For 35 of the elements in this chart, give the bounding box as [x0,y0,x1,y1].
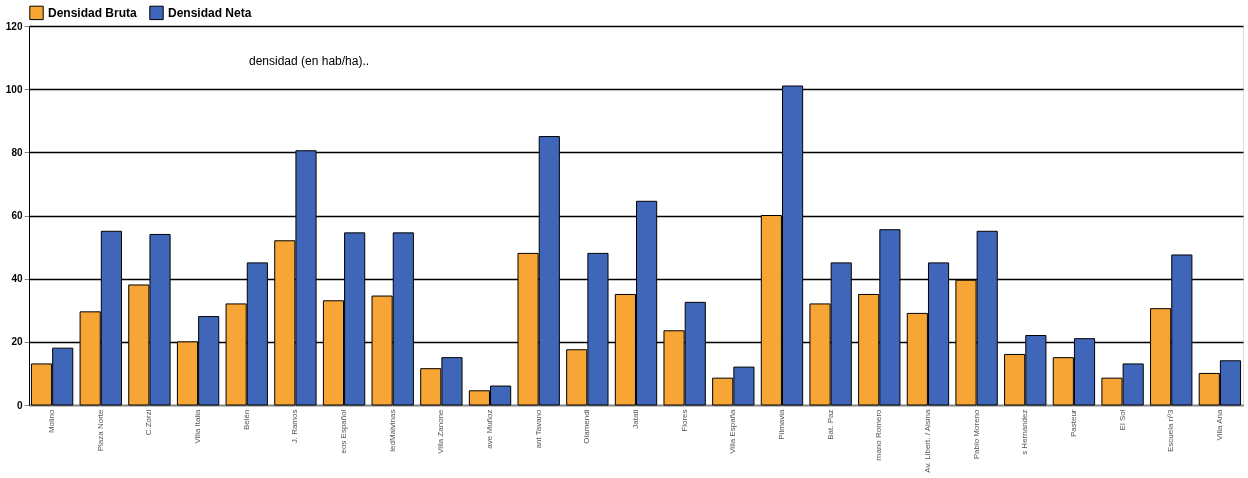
x-tick-label: Pasteur [1068,409,1078,438]
x-tick-label: Escuela nº3 [1166,408,1176,453]
x-tick-label: Villa Ana [1214,408,1224,441]
x-tick-label: Villa Zanone [436,408,446,454]
y-tick-label: 100 [5,83,23,95]
x-tick-label: Villa España [728,408,738,454]
x-tick-label: Villa Italia [193,408,203,444]
x-tick-label: Plaza Norte [95,408,105,452]
x-tick-label: rnano Romero [874,408,884,461]
x-tick-label: Bat. Paz [825,409,835,440]
x-tick-label: Olamendi [582,409,592,444]
annotation: densidad (en hab/ha).. [249,54,370,68]
x-tick-label: s Hernandez [1020,409,1030,455]
y-tick-label: 80 [11,146,23,158]
x-tick-label: Av. Libert. / Alsina [922,408,932,473]
x-tick-label: ledMalvinas [387,409,397,452]
x-tick-label: Jatati [631,409,640,429]
x-tick-label: C.Zorzi [144,409,154,436]
legend-label: Densidad Neta [168,5,252,20]
y-tick-label: 40 [11,273,23,285]
y-tick-label: 120 [5,20,23,32]
x-tick-label: Flores [679,409,689,432]
y-tick-label: 20 [11,336,23,348]
x-tick-label: Pilmavia [776,408,786,440]
x-tick-label: Pablo Moreno [971,408,981,460]
x-tick-label: Molino [47,408,57,434]
y-tick-label: 60 [11,210,23,221]
x-tick-label: eos Español [339,409,349,454]
y-tick-label: 0 [16,399,23,411]
x-tick-label: El Sol [1117,409,1127,431]
x-tick-label: J. Ramos [290,409,300,444]
x-tick-label: Belén [241,409,251,430]
x-tick-label: ant Tavano [533,408,543,449]
x-tick-label: ave Muñoz [485,409,495,449]
legend-label: Densidad Bruta [48,5,138,20]
